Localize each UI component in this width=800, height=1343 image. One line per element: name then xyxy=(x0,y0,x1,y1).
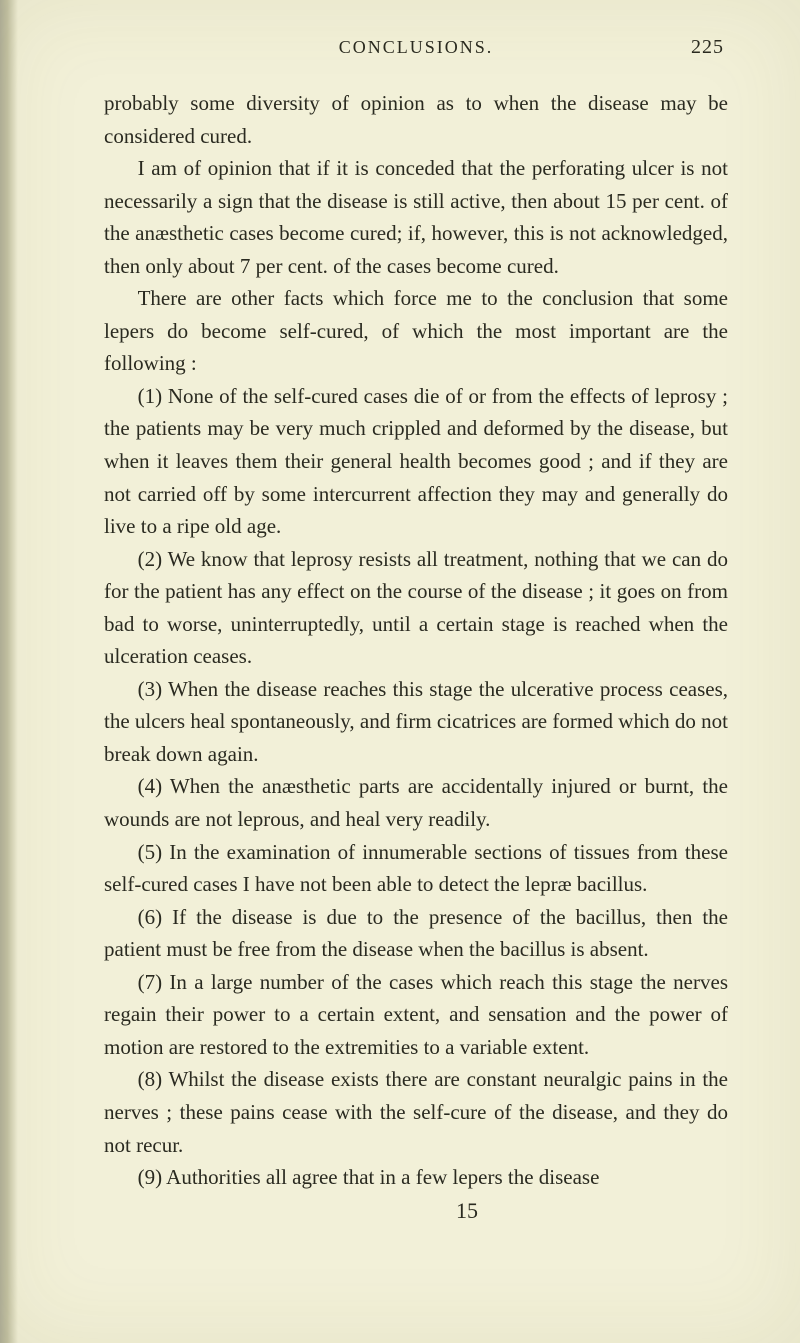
paragraph: (9) Authorities all agree that in a few … xyxy=(104,1161,728,1194)
paragraph: (3) When the disease reaches this stage … xyxy=(104,673,728,771)
paragraph: (5) In the examination of innumerable se… xyxy=(104,836,728,901)
paragraph: (1) None of the self-cured cases die of … xyxy=(104,380,728,543)
body-text: probably some diversity of opinion as to… xyxy=(104,87,728,1194)
signature-number: 15 xyxy=(104,1198,728,1224)
paragraph: (4) When the anæsthetic parts are accide… xyxy=(104,770,728,835)
page-header: CONCLUSIONS. 225 xyxy=(104,36,728,59)
paragraph: There are other facts which force me to … xyxy=(104,282,728,380)
paragraph: (8) Whilst the disease exists there are … xyxy=(104,1063,728,1161)
page-number: 225 xyxy=(676,36,724,59)
paragraph: (6) If the disease is due to the presenc… xyxy=(104,901,728,966)
running-head: CONCLUSIONS. xyxy=(156,37,676,58)
paragraph: probably some diversity of opinion as to… xyxy=(104,87,728,152)
page: CONCLUSIONS. 225 probably some diversity… xyxy=(0,0,800,1343)
scan-gutter xyxy=(0,0,18,1343)
paragraph: (2) We know that leprosy resists all tre… xyxy=(104,543,728,673)
paragraph: I am of opinion that if it is conceded t… xyxy=(104,152,728,282)
paragraph: (7) In a large number of the cases which… xyxy=(104,966,728,1064)
